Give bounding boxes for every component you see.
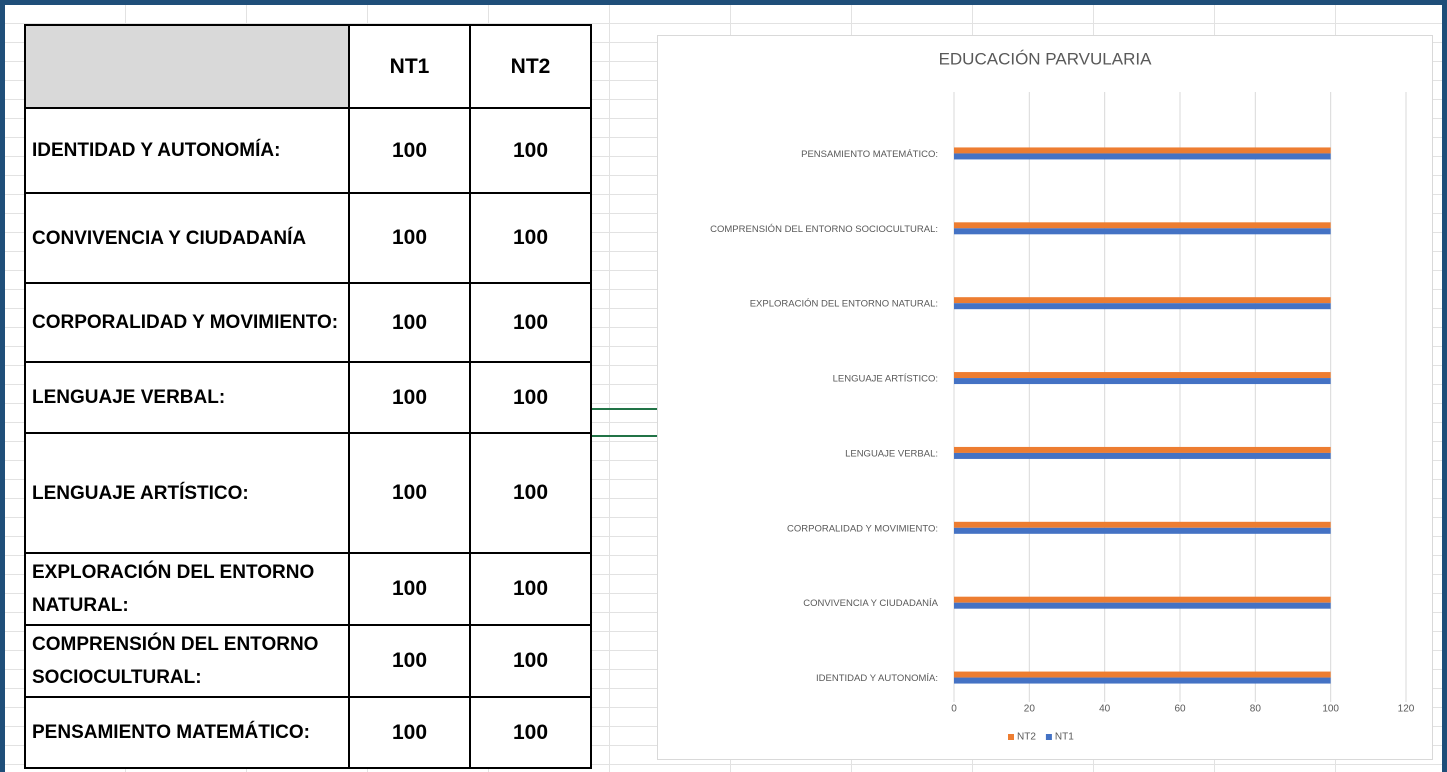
y-tick-label: IDENTIDAD Y AUTONOMÍA: [816,673,938,684]
y-tick-label: LENGUAJE ARTÍSTICO: [833,374,938,385]
row-label: COMPRENSIÓN DEL ENTORNO SOCIOCULTURAL: [24,624,350,698]
legend-swatch [1045,734,1052,740]
x-tick-label: 80 [1250,704,1262,715]
x-tick-label: 0 [951,704,957,715]
bar [954,677,1331,684]
x-tick-label: 100 [1322,704,1339,715]
corner-cell [24,24,350,109]
value-cell: 100 [469,282,592,363]
bar [954,153,1331,160]
chart: EDUCACIÓN PARVULARIA 0 20 40 60 80 100 120 IDEN… [710,49,1415,743]
table-row: LENGUAJE ARTÍSTICO: 100 100 [24,432,592,554]
bar [954,521,1331,528]
value-cell: 100 [469,552,592,626]
table-row: LENGUAJE VERBAL: 100 100 [24,361,592,434]
value-cell: 100 [348,192,471,284]
chart-title: EDUCACIÓN PARVULARIA [939,49,1153,68]
bar [954,378,1331,385]
bar [954,671,1331,678]
table-row: IDENTIDAD Y AUTONOMÍA: 100 100 [24,107,592,194]
table-row: COMPRENSIÓN DEL ENTORNO SOCIOCULTURAL: 10… [24,624,592,698]
legend-label: NT2 [1017,732,1036,743]
data-table: NT1 NT2 IDENTIDAD Y AUTONOMÍA: 100 100 CONV… [24,24,592,769]
y-tick-label: CORPORALIDAD Y MOVIMIENTO: [787,523,938,534]
row-label: EXPLORACIÓN DEL ENTORNO NATURAL: [24,552,350,626]
row-label: CONVIVENCIA Y CIUDADANÍA [24,192,350,284]
bar [954,602,1331,609]
bar [954,452,1331,459]
legend-swatch [1008,734,1014,740]
table-row: PENSAMIENTO MATEMÁTICO: 100 100 [24,696,592,769]
y-tick-label: PENSAMIENTO MATEMÁTICO: [801,149,938,160]
bar [954,228,1331,235]
row-label: LENGUAJE ARTÍSTICO: [24,432,350,554]
bar [954,147,1331,154]
bar [954,596,1331,603]
value-cell: 100 [348,696,471,769]
header-cell: NT1 [348,24,471,109]
x-tick-label: 40 [1099,704,1111,715]
table-row: CORPORALIDAD Y MOVIMIENTO: 100 100 [24,282,592,363]
value-cell: 100 [469,432,592,554]
table-row: CONVIVENCIA Y CIUDADANÍA 100 100 [24,192,592,284]
value-cell: 100 [469,107,592,194]
x-tick-label: 20 [1024,704,1036,715]
row-label: LENGUAJE VERBAL: [24,361,350,434]
value-cell: 100 [469,192,592,284]
value-cell: 100 [469,624,592,698]
x-tick-label: 120 [1398,704,1415,715]
bar [954,372,1331,379]
value-cell: 100 [348,361,471,434]
bar [954,303,1331,310]
value-cell: 100 [348,432,471,554]
y-tick-label: COMPRENSIÓN DEL ENTORNO SOCIOCULTURAL: [710,224,938,235]
bar [954,222,1331,229]
y-tick-label: CONVIVENCIA Y CIUDADANÍA [803,598,938,609]
bar [954,527,1331,534]
value-cell: 100 [469,696,592,769]
value-cell: 100 [348,552,471,626]
value-cell: 100 [348,624,471,698]
chart-area: EDUCACIÓN PARVULARIA 0 20 40 60 80 100 120 IDEN… [657,35,1433,760]
header-cell: NT2 [469,24,592,109]
header-row: NT1 NT2 [24,24,592,109]
row-label: CORPORALIDAD Y MOVIMIENTO: [24,282,350,363]
legend-label: NT1 [1055,732,1074,743]
table-row: EXPLORACIÓN DEL ENTORNO NATURAL: 100 100 [24,552,592,626]
value-cell: 100 [348,107,471,194]
selected-cell[interactable] [585,408,659,437]
x-tick-label: 60 [1174,704,1186,715]
row-label: PENSAMIENTO MATEMÁTICO: [24,696,350,769]
value-cell: 100 [348,282,471,363]
row-label: IDENTIDAD Y AUTONOMÍA: [24,107,350,194]
value-cell: 100 [469,361,592,434]
bar [954,297,1331,304]
y-tick-label: LENGUAJE VERBAL: [845,448,938,459]
bar [954,446,1331,453]
y-tick-label: EXPLORACIÓN DEL ENTORNO NATURAL: [750,299,938,310]
